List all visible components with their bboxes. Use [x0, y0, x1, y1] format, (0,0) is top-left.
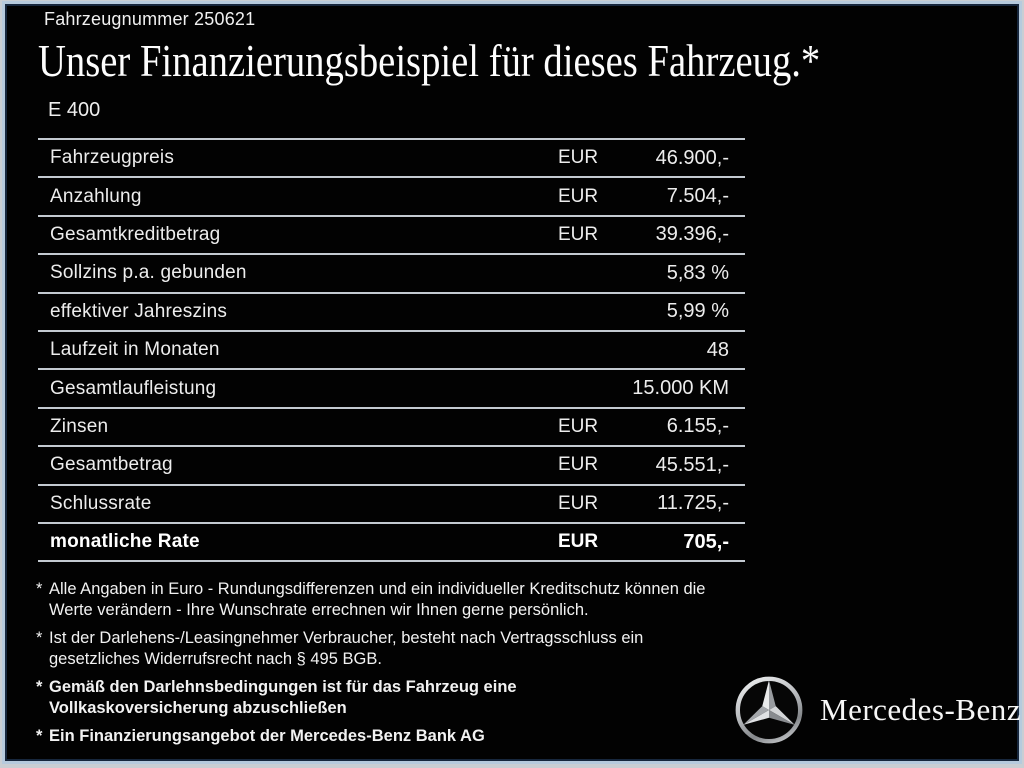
row-currency: EUR: [558, 454, 599, 476]
row-label: Laufzeit in Monaten: [50, 339, 220, 361]
row-label: Fahrzeugpreis: [50, 147, 175, 169]
vehicle-number: Fahrzeugnummer 250621: [44, 9, 256, 29]
footnote-line: Alle Angaben in Euro - Rundungsdifferenz…: [49, 580, 706, 598]
mercedes-star-icon: [730, 671, 808, 749]
row-value: 705,-: [683, 530, 729, 553]
footnote-marker: *: [36, 678, 43, 696]
row-label: Gesamtkreditbetrag: [50, 223, 221, 245]
footnote-line: gesetzliches Widerrufsrecht nach § 495 B…: [49, 649, 382, 668]
row-value: 11.725,-: [657, 492, 729, 515]
table-row: Fahrzeugpreis EUR 46.900,-: [38, 138, 745, 176]
footnote: * Ist der Darlehens-/Leasingnehmer Verbra…: [36, 628, 750, 669]
row-label: Zinsen: [50, 415, 109, 437]
footnote-line: Werte verändern - Ihre Wunschrate errech…: [49, 600, 589, 619]
footnotes: * Alle Angaben in Euro - Rundungsdifferen…: [36, 579, 750, 755]
row-label: Schlussrate: [50, 492, 152, 514]
row-value: 5,99 %: [666, 300, 729, 323]
row-value: 6.155,-: [666, 415, 729, 438]
content-panel: [5, 4, 1019, 761]
table-row: Laufzeit in Monaten 48: [38, 329, 745, 368]
row-value: 7.504,-: [666, 185, 729, 208]
row-currency: EUR: [558, 415, 599, 437]
row-label: Gesamtlaufleistung: [50, 377, 217, 399]
vehicle-model: E 400: [48, 99, 101, 121]
footnote-marker: *: [36, 727, 43, 745]
table-row: Anzahlung EUR 7.504,-: [38, 176, 745, 214]
row-currency: EUR: [558, 147, 599, 169]
brand-name: Mercedes-Benz: [820, 692, 1022, 727]
row-label: Gesamtbetrag: [50, 454, 173, 476]
footnote-text: Ein Finanzierungsangebot der Mercedes-Be…: [49, 726, 750, 747]
row-label: Sollzins p.a. gebunden: [50, 262, 247, 284]
footnote-text: Ist der Darlehens-/Leasingnehmer Verbrau…: [49, 628, 750, 669]
row-value: 45.551,-: [655, 453, 729, 476]
table-row: Sollzins p.a. gebunden 5,83 %: [38, 253, 745, 291]
row-label: effektiver Jahreszins: [50, 300, 228, 322]
row-value: 48: [706, 338, 729, 361]
footnote-line: Gemäß den Darlehnsbedingungen ist für da…: [49, 678, 517, 696]
footnote: * Alle Angaben in Euro - Rundungsdifferen…: [36, 579, 750, 620]
footnote: * Ein Finanzierungsangebot der Mercedes-B…: [36, 726, 750, 747]
row-currency: EUR: [558, 492, 599, 514]
financing-table: Fahrzeugpreis EUR 46.900,- Anzahlung EUR 7.50…: [38, 138, 745, 563]
page-title: Unser Finanzierungsbeispiel für dieses F…: [38, 35, 821, 86]
row-value: 5,83 %: [666, 261, 729, 284]
table-row: effektiver Jahreszins 5,99 %: [38, 291, 745, 330]
footnote-line: Vollkaskoversicherung abzuschließen: [49, 698, 347, 717]
table-row: Schlussrate EUR 11.725,-: [38, 483, 745, 522]
footnote-text: Gemäß den Darlehnsbedingungen ist für da…: [49, 677, 750, 718]
row-value: 46.900,-: [655, 146, 729, 169]
row-value: 39.396,-: [655, 223, 729, 246]
brand-block: Mercedes-Benz: [730, 668, 1021, 752]
row-label: Anzahlung: [50, 185, 142, 207]
footnote-line: Ein Finanzierungsangebot der Mercedes-Be…: [49, 727, 485, 745]
table-row: Zinsen EUR 6.155,-: [38, 406, 745, 445]
footnote-marker: *: [36, 580, 43, 598]
table-row: Gesamtlaufleistung 15.000 KM: [38, 368, 745, 406]
table-row: Gesamtkreditbetrag EUR 39.396,-: [38, 214, 745, 253]
footnote-text: Alle Angaben in Euro - Rundungsdifferenz…: [49, 579, 750, 620]
footnote-line: Ist der Darlehens-/Leasingnehmer Verbrau…: [49, 629, 644, 647]
table-row: Gesamtbetrag EUR 45.551,-: [38, 445, 745, 483]
row-currency: EUR: [558, 223, 599, 245]
row-value: 15.000 KM: [632, 377, 729, 400]
row-currency: EUR: [558, 185, 599, 207]
footnote: * Gemäß den Darlehnsbedingungen ist für d…: [36, 677, 750, 718]
row-currency: EUR: [558, 531, 599, 553]
table-row: monatliche Rate EUR 705,-: [38, 521, 745, 563]
row-label: monatliche Rate: [50, 531, 200, 553]
footnote-marker: *: [36, 629, 43, 647]
